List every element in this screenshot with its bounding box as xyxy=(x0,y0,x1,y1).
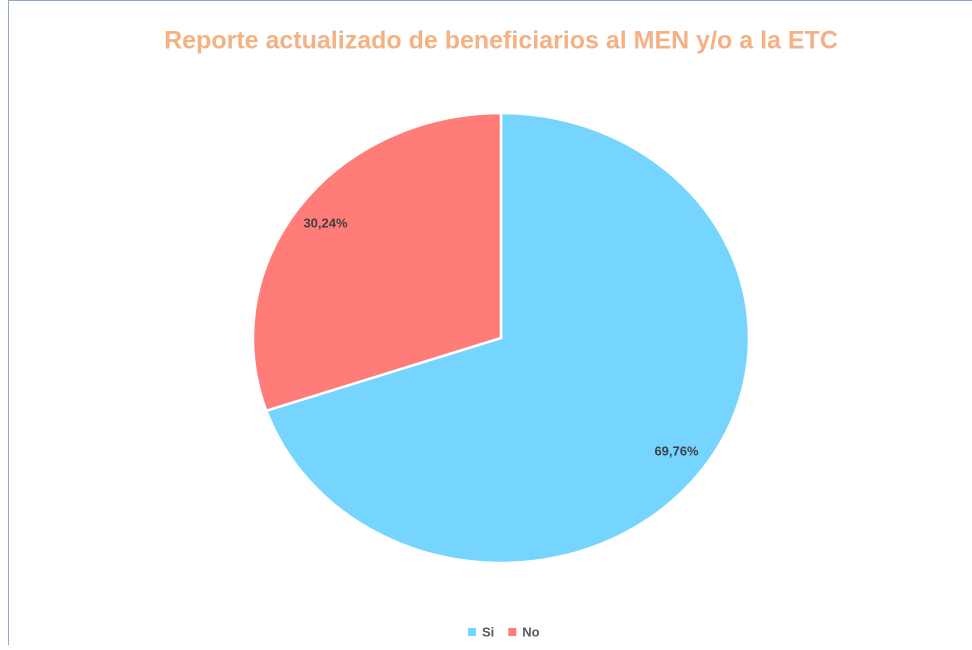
legend-label: No xyxy=(522,624,539,639)
legend-swatch xyxy=(468,628,476,636)
legend-swatch xyxy=(508,628,516,636)
data-label: 69,76% xyxy=(654,443,699,458)
data-label: 30,24% xyxy=(303,216,348,231)
legend-label: Si xyxy=(482,624,494,639)
chart-title: Reporte actualizado de beneficiarios al … xyxy=(164,27,838,55)
